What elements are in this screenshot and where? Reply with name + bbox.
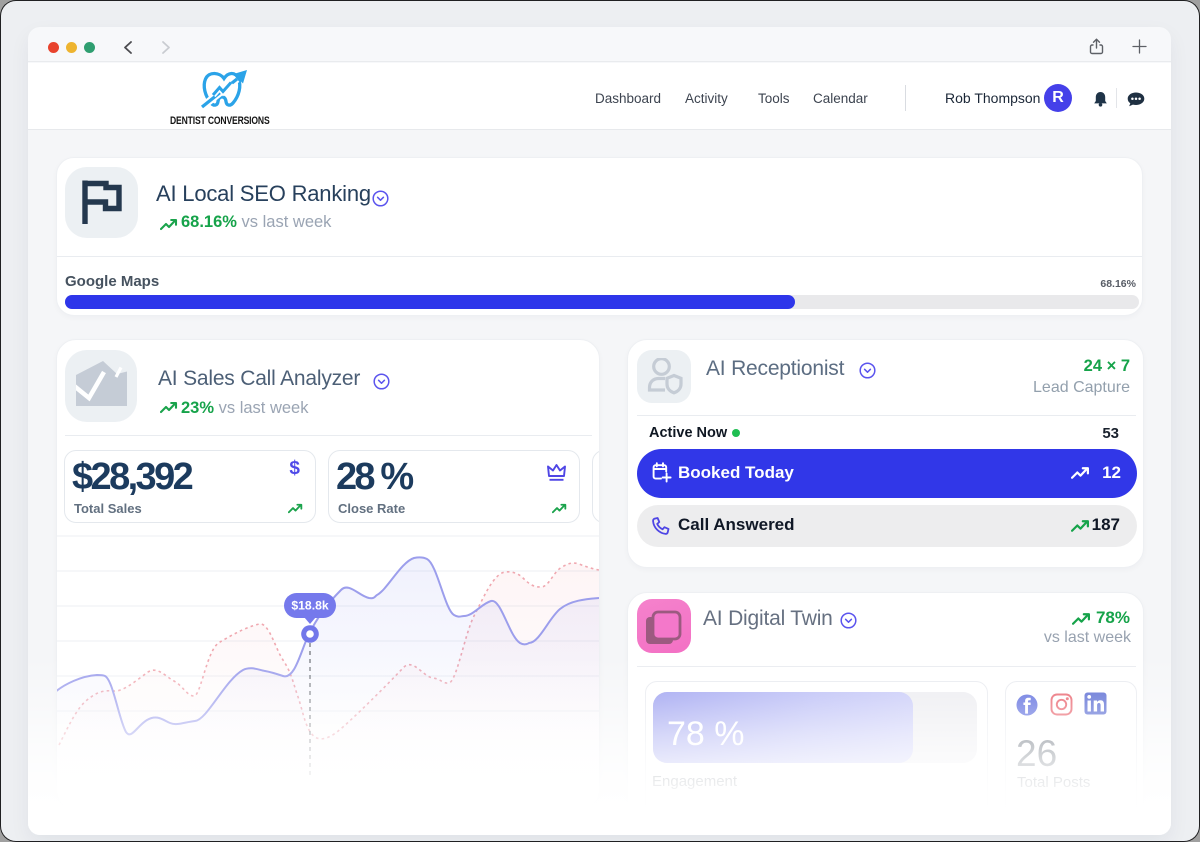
- svg-text:$18.8k: $18.8k: [291, 599, 328, 613]
